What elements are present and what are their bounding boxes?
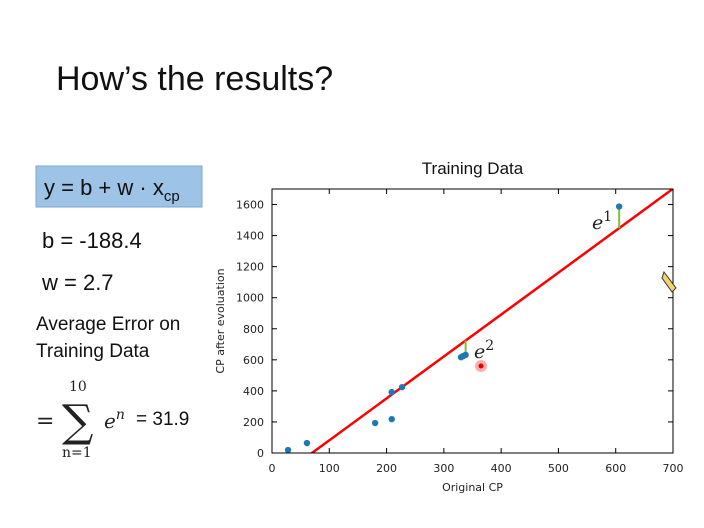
data-point bbox=[303, 439, 311, 447]
y-tick-label: 600 bbox=[243, 354, 264, 367]
sum-term: en bbox=[104, 407, 125, 433]
param-b: b = -188.4 bbox=[42, 228, 142, 253]
data-point bbox=[284, 446, 292, 454]
fit-line bbox=[309, 189, 673, 453]
slide-title: How’s the results? bbox=[56, 60, 333, 98]
y-tick-label: 800 bbox=[243, 323, 264, 336]
annotation-sup: 1 bbox=[603, 209, 612, 225]
y-tick-label: 1600 bbox=[236, 199, 264, 212]
sum-term-base: e bbox=[104, 409, 116, 433]
y-axis-label: CP after evoluation bbox=[214, 268, 227, 373]
chart-title: Training Data bbox=[422, 159, 524, 178]
formula-subscript: cp bbox=[164, 188, 180, 205]
x-tick-label: 700 bbox=[663, 462, 684, 475]
data-point bbox=[371, 419, 379, 427]
x-tick-label: 200 bbox=[376, 462, 397, 475]
pen-icon bbox=[661, 270, 677, 293]
formula-box bbox=[35, 165, 203, 208]
y-tick-label: 0 bbox=[257, 447, 264, 460]
formula: y = b + w · xcp bbox=[44, 175, 180, 205]
annotation-base: e bbox=[474, 341, 485, 363]
x-axis-label: Original CP bbox=[442, 481, 503, 494]
sum-equals: = bbox=[36, 409, 54, 434]
x-tick-label: 500 bbox=[548, 462, 569, 475]
y-tick-label: 1400 bbox=[236, 230, 264, 243]
data-point bbox=[615, 203, 623, 210]
sum-sigma: ∑ bbox=[62, 396, 93, 447]
y-tick-label: 400 bbox=[243, 385, 264, 398]
y-tick-label: 1200 bbox=[236, 261, 264, 274]
annotation-base: e bbox=[592, 212, 603, 234]
param-w: w = 2.7 bbox=[41, 270, 114, 295]
data-point bbox=[462, 351, 469, 359]
sum-term-sup: n bbox=[116, 407, 125, 423]
data-point bbox=[398, 383, 406, 391]
data-point bbox=[388, 388, 395, 396]
x-tick-label: 300 bbox=[433, 462, 454, 475]
sum-lower: n=1 bbox=[62, 445, 92, 461]
annotation: e1 bbox=[592, 209, 612, 234]
sum-upper: 10 bbox=[69, 379, 87, 395]
error-heading: Training Data bbox=[36, 341, 150, 362]
pointer-dot bbox=[478, 363, 484, 369]
sum-result: = 31.9 bbox=[136, 409, 189, 430]
y-tick-label: 200 bbox=[243, 416, 264, 429]
x-tick-label: 600 bbox=[605, 462, 626, 475]
x-tick-label: 100 bbox=[319, 462, 340, 475]
annotation-sup: 2 bbox=[485, 338, 494, 354]
x-tick-label: 0 bbox=[269, 462, 276, 475]
plot-frame bbox=[271, 188, 674, 454]
formula-text: y = b + w · x bbox=[44, 175, 164, 200]
data-point bbox=[388, 415, 395, 423]
y-tick-label: 1000 bbox=[236, 292, 264, 305]
error-heading: Average Error on bbox=[36, 314, 180, 335]
annotation: e2 bbox=[474, 338, 494, 363]
x-tick-label: 400 bbox=[491, 462, 512, 475]
chart: Training Data Original CP CP after evoluat… bbox=[214, 159, 684, 494]
